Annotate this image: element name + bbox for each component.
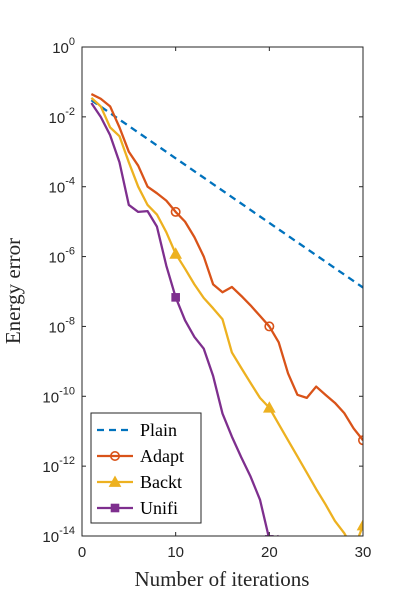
series-layer: [90, 93, 363, 536]
series-line-plain: [90, 99, 363, 289]
legend-label-plain: Plain: [140, 420, 177, 440]
data-point-backt: [356, 518, 363, 531]
y-tick-label: 100: [52, 36, 75, 57]
legend-item-unifi: Unifi: [97, 498, 178, 518]
legend-label-backt: Backt: [140, 472, 182, 492]
data-point-backt: [169, 247, 183, 259]
data-point-unifi: [171, 293, 180, 302]
y-tick-label: 10-2: [49, 106, 75, 127]
series-line-unifi: [90, 102, 279, 536]
series-plain: [90, 99, 363, 289]
data-point-backt: [262, 401, 276, 413]
x-axis-title: Number of iterations: [135, 567, 310, 591]
legend-item-plain: Plain: [97, 420, 177, 440]
legend-item-backt: Backt: [97, 472, 182, 492]
y-tick-label: 10-6: [49, 246, 75, 267]
y-tick-label: 10-12: [42, 455, 75, 476]
y-tick-label: 10-14: [42, 525, 75, 546]
x-tick-label: 20: [261, 544, 278, 561]
data-point-adapt: [170, 206, 181, 217]
tick-layer: 0 10 20 30 100 10-2 10-4 10-6 10-8 10-10 10-12 10-1…: [42, 36, 371, 561]
series-line-backt: [90, 96, 363, 536]
legend-marker-unifi: [110, 503, 120, 513]
legend: Plain Adapt Backt Unifi: [90, 412, 202, 524]
legend-marker-backt: [108, 475, 122, 487]
legend-item-adapt: Adapt: [97, 446, 184, 466]
axes-box: [81, 46, 364, 537]
y-axis-title: Energy error: [1, 238, 25, 344]
legend-marker-adapt: [110, 450, 121, 461]
data-point-adapt: [264, 321, 275, 332]
x-tick-label: 0: [78, 544, 86, 561]
x-tick-label: 30: [355, 544, 372, 561]
x-tick-label: 10: [167, 544, 184, 561]
series-line-adapt: [90, 93, 363, 441]
legend-box: [90, 412, 202, 524]
y-tick-label: 10-4: [49, 176, 75, 197]
series-backt: [90, 96, 363, 536]
y-tick-label: 10-8: [49, 315, 75, 336]
legend-label-unifi: Unifi: [140, 498, 178, 518]
y-tick-label: 10-10: [42, 385, 75, 406]
legend-label-adapt: Adapt: [140, 446, 184, 466]
